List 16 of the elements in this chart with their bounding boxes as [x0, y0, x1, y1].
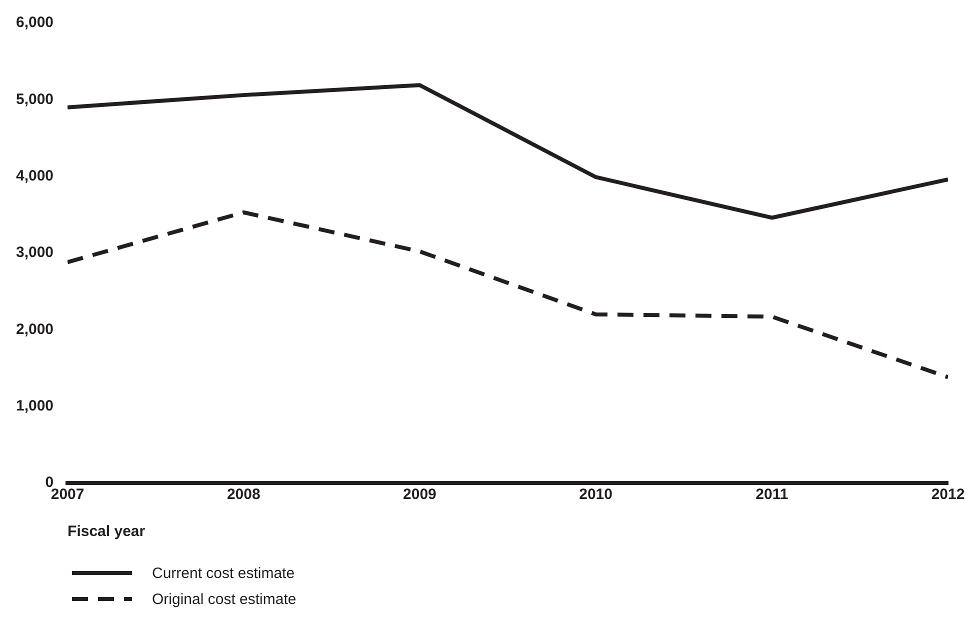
- x-tick-label: 2012: [931, 486, 965, 504]
- x-tick-label: 2007: [50, 486, 84, 504]
- y-tick-label: 5,000: [16, 90, 54, 108]
- x-tick-label: 2011: [756, 486, 788, 504]
- line-series: [68, 210, 948, 380]
- x-tick-label: 2008: [226, 486, 260, 504]
- y-tick-label: 4,000: [16, 167, 54, 184]
- x-tick-label: 2009: [403, 486, 436, 504]
- y-tick-label: 6,000: [16, 14, 54, 32]
- x-tick-label: 2010: [579, 486, 612, 504]
- x-axis-title: Fiscal year: [68, 523, 146, 540]
- y-tick-label: 2,000: [16, 320, 54, 338]
- legend-label: Original cost estimate: [152, 590, 296, 608]
- y-tick-label: 1,000: [16, 397, 54, 414]
- y-tick-label: 3,000: [16, 244, 54, 262]
- legend-label: Current cost estimate: [152, 564, 295, 582]
